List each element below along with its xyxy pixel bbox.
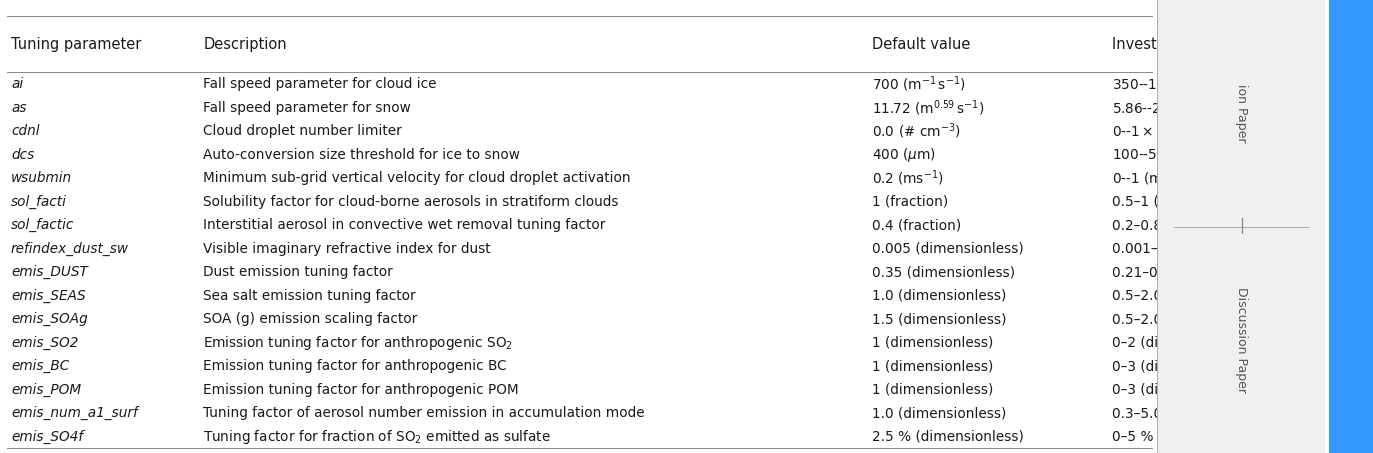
Text: sol_factic: sol_factic [11,218,74,232]
Text: 0.4 (fraction): 0.4 (fraction) [872,218,961,232]
Text: Tuning factor of aerosol number emission in accumulation mode: Tuning factor of aerosol number emission… [203,406,645,420]
Text: $0\text{--}1\ (\mathrm{ms}^{-1})$: $0\text{--}1\ (\mathrm{ms}^{-1})$ [1112,169,1190,188]
Text: 0.001–0.01 (dimensionless): 0.001–0.01 (dimensionless) [1112,242,1300,256]
Text: 0–3 (dimensionless): 0–3 (dimensionless) [1112,383,1249,397]
Text: Interstitial aerosol in convective wet removal tuning factor: Interstitial aerosol in convective wet r… [203,218,605,232]
Text: 0.5–1 (fraction): 0.5–1 (fraction) [1112,195,1216,209]
Text: $400\ (\mu\mathrm{m})$: $400\ (\mu\mathrm{m})$ [872,146,936,164]
Text: SOA (g) emission scaling factor: SOA (g) emission scaling factor [203,312,417,326]
Text: Solubility factor for cloud-borne aerosols in stratiform clouds: Solubility factor for cloud-borne aeroso… [203,195,619,209]
Text: Emission tuning factor for anthropogenic $\mathrm{SO}_2$: Emission tuning factor for anthropogenic… [203,334,514,352]
Text: 0–5 % (dimensionless): 0–5 % (dimensionless) [1112,430,1266,444]
Text: 0.2–0.8 (fraction): 0.2–0.8 (fraction) [1112,218,1230,232]
Text: emis_DUST: emis_DUST [11,265,88,280]
Text: $700\ (\mathrm{m}^{-1}\,\mathrm{s}^{-1})$: $700\ (\mathrm{m}^{-1}\,\mathrm{s}^{-1})… [872,74,965,94]
Text: Description: Description [203,37,287,52]
Text: 1 (dimensionless): 1 (dimensionless) [872,336,993,350]
Text: emis_BC: emis_BC [11,359,69,373]
Text: cdnl: cdnl [11,124,40,138]
Text: $5.86\text{--}23.44\ (\mathrm{m}^{0.59}\,\mathrm{s}^{-1})$: $5.86\text{--}23.44\ (\mathrm{m}^{0.59}\… [1112,98,1266,117]
Text: Fall speed parameter for snow: Fall speed parameter for snow [203,101,411,115]
Text: 1 (fraction): 1 (fraction) [872,195,949,209]
Text: emis_SO2: emis_SO2 [11,336,78,350]
Text: 0–2 (dimensionless): 0–2 (dimensionless) [1112,336,1249,350]
Text: 1.0 (dimensionless): 1.0 (dimensionless) [872,289,1006,303]
Text: emis_SOAg: emis_SOAg [11,312,88,326]
Text: Cloud droplet number limiter: Cloud droplet number limiter [203,124,402,138]
Text: Investigated range: Investigated range [1112,37,1251,52]
Text: 0.35 (dimensionless): 0.35 (dimensionless) [872,265,1015,279]
Text: 1.0 (dimensionless): 1.0 (dimensionless) [872,406,1006,420]
Text: Tuning parameter: Tuning parameter [11,37,141,52]
Text: $11.72\ (\mathrm{m}^{0.59}\,\mathrm{s}^{-1})$: $11.72\ (\mathrm{m}^{0.59}\,\mathrm{s}^{… [872,98,984,117]
Text: 0–3 (dimensionless): 0–3 (dimensionless) [1112,359,1249,373]
Text: 1 (dimensionless): 1 (dimensionless) [872,359,993,373]
Text: 2.5 % (dimensionless): 2.5 % (dimensionless) [872,430,1024,444]
Text: 0.005 (dimensionless): 0.005 (dimensionless) [872,242,1024,256]
Text: wsubmin: wsubmin [11,171,73,185]
Text: 0.3–5.0 (dimensionless): 0.3–5.0 (dimensionless) [1112,406,1276,420]
Text: Default value: Default value [872,37,971,52]
Text: Emission tuning factor for anthropogenic POM: Emission tuning factor for anthropogenic… [203,383,519,397]
Text: $350\text{--}1400\ (\mathrm{m}^{-1}\,\mathrm{s}^{-1})$: $350\text{--}1400\ (\mathrm{m}^{-1}\,\ma… [1112,74,1251,94]
Text: ion Paper: ion Paper [1234,84,1248,143]
Text: emis_num_a1_surf: emis_num_a1_surf [11,406,137,420]
Text: Fall speed parameter for cloud ice: Fall speed parameter for cloud ice [203,77,437,91]
Text: emis_POM: emis_POM [11,383,81,397]
Text: 0.5–2.0 (dimensionless): 0.5–2.0 (dimensionless) [1112,289,1276,303]
Text: dcs: dcs [11,148,34,162]
Text: Visible imaginary refractive index for dust: Visible imaginary refractive index for d… [203,242,490,256]
Text: Minimum sub-grid vertical velocity for cloud droplet activation: Minimum sub-grid vertical velocity for c… [203,171,630,185]
Text: sol_facti: sol_facti [11,195,67,209]
Text: emis_SEAS: emis_SEAS [11,289,85,303]
Text: emis_SO4f: emis_SO4f [11,429,84,444]
Text: Dust emission tuning factor: Dust emission tuning factor [203,265,393,279]
Text: as: as [11,101,26,115]
Text: refindex_dust_sw: refindex_dust_sw [11,241,129,256]
Text: Sea salt emission tuning factor: Sea salt emission tuning factor [203,289,416,303]
Text: 1 (dimensionless): 1 (dimensionless) [872,383,993,397]
Text: $100\text{--}500\ (\mu\mathrm{m})$: $100\text{--}500\ (\mu\mathrm{m})$ [1112,146,1212,164]
Text: |: | [1238,218,1244,235]
Text: ai: ai [11,77,23,91]
Text: Emission tuning factor for anthropogenic BC: Emission tuning factor for anthropogenic… [203,359,507,373]
Text: $0.2\ (\mathrm{ms}^{-1})$: $0.2\ (\mathrm{ms}^{-1})$ [872,169,943,188]
Text: 0.5–2.0 (dimensionless): 0.5–2.0 (dimensionless) [1112,312,1276,326]
Text: Tuning factor for fraction of $\mathrm{SO}_2$ emitted as sulfate: Tuning factor for fraction of $\mathrm{S… [203,428,551,446]
Text: Auto-conversion size threshold for ice to snow: Auto-conversion size threshold for ice t… [203,148,520,162]
Text: 0.21–0.86 (dimensionless): 0.21–0.86 (dimensionless) [1112,265,1292,279]
Text: $0\text{--}1\times10^{7}\ (\#\ \mathrm{cm}^{-3})$: $0\text{--}1\times10^{7}\ (\#\ \mathrm{c… [1112,121,1247,141]
Text: 1.5 (dimensionless): 1.5 (dimensionless) [872,312,1006,326]
Text: Discussion Paper: Discussion Paper [1234,287,1248,393]
Text: $0.0\ (\#\ \mathrm{cm}^{-3})$: $0.0\ (\#\ \mathrm{cm}^{-3})$ [872,121,961,141]
